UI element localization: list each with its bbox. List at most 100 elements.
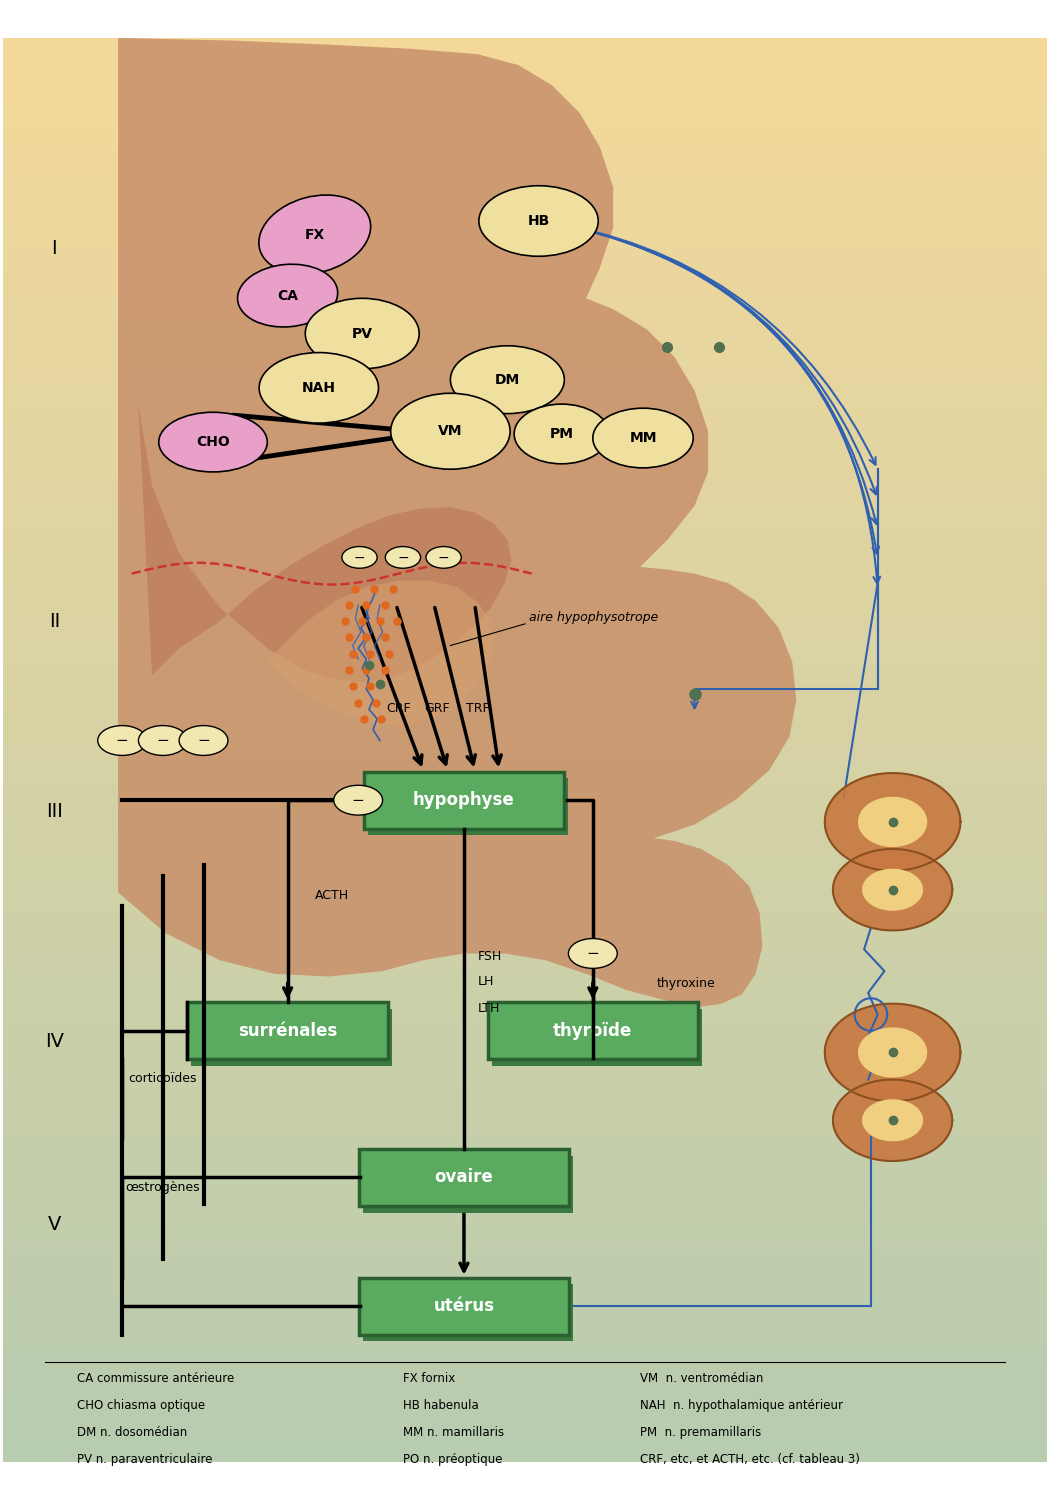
Bar [3, 579, 1047, 584]
Bar [3, 651, 1047, 656]
Bar [3, 375, 1047, 380]
Bar [3, 303, 1047, 309]
Text: −: − [354, 550, 365, 564]
Bar [3, 1059, 1047, 1064]
Text: PM  n. premamillaris: PM n. premamillaris [640, 1426, 761, 1438]
Bar [3, 1362, 1047, 1366]
Bar [3, 645, 1047, 651]
Bar [3, 798, 1047, 802]
Bar [3, 394, 1047, 399]
Text: thyroïde: thyroïde [553, 1022, 632, 1040]
Bar [3, 546, 1047, 550]
Bar [3, 1244, 1047, 1248]
Bar [3, 128, 1047, 134]
Text: −: − [352, 792, 364, 807]
Bar [3, 1044, 1047, 1048]
Bar [3, 1300, 1047, 1305]
Bar [3, 1353, 1047, 1358]
Bar [3, 123, 1047, 128]
Bar [3, 926, 1047, 930]
Text: CHO chiasma optique: CHO chiasma optique [78, 1398, 206, 1411]
Bar [3, 294, 1047, 298]
Bar [3, 66, 1047, 70]
Bar [3, 963, 1047, 969]
Text: PV: PV [352, 327, 373, 340]
Bar [3, 873, 1047, 877]
Bar [3, 118, 1047, 123]
Ellipse shape [306, 298, 419, 369]
Text: PM: PM [549, 427, 573, 441]
Bar [3, 608, 1047, 612]
Bar [3, 930, 1047, 934]
Ellipse shape [479, 186, 598, 256]
Bar [3, 1154, 1047, 1158]
Ellipse shape [568, 939, 617, 969]
Bar [3, 86, 1047, 90]
Bar [3, 1434, 1047, 1438]
Bar [3, 974, 1047, 978]
Bar [3, 38, 1047, 42]
Bar [3, 1438, 1047, 1443]
Bar [3, 1224, 1047, 1230]
Bar [3, 680, 1047, 684]
Bar [3, 598, 1047, 603]
Bar [3, 1210, 1047, 1215]
FancyBboxPatch shape [368, 778, 568, 836]
Bar [3, 1026, 1047, 1030]
Bar [3, 204, 1047, 209]
Bar [3, 1016, 1047, 1020]
Bar [3, 351, 1047, 355]
Bar [3, 688, 1047, 693]
Bar [3, 588, 1047, 594]
Bar [3, 1202, 1047, 1206]
Bar [3, 1112, 1047, 1116]
Bar [3, 1377, 1047, 1382]
Bar [3, 1130, 1047, 1134]
Bar [3, 156, 1047, 162]
Bar [3, 166, 1047, 171]
Bar [3, 821, 1047, 827]
Bar [3, 513, 1047, 517]
Bar [3, 423, 1047, 427]
Bar [3, 982, 1047, 987]
Bar [3, 1134, 1047, 1140]
Text: aire hypophysotrope: aire hypophysotrope [529, 610, 658, 624]
Text: NAH: NAH [301, 381, 336, 394]
Bar [3, 836, 1047, 840]
Bar [3, 48, 1047, 52]
Text: VM  n. ventromédian: VM n. ventromédian [640, 1371, 763, 1384]
Bar [3, 256, 1047, 261]
Polygon shape [863, 870, 923, 910]
Text: LTH: LTH [478, 1002, 500, 1016]
Text: I: I [51, 238, 57, 258]
Bar [3, 1068, 1047, 1072]
Bar [3, 888, 1047, 892]
Bar [3, 754, 1047, 759]
Bar [3, 584, 1047, 588]
Bar [3, 248, 1047, 252]
Ellipse shape [180, 726, 228, 756]
Text: FX: FX [304, 228, 324, 242]
Bar [3, 542, 1047, 546]
Bar [3, 360, 1047, 366]
Bar [3, 987, 1047, 992]
Bar [3, 370, 1047, 375]
Bar [3, 812, 1047, 816]
Bar [3, 1002, 1047, 1007]
Bar [3, 940, 1047, 945]
Bar [3, 1424, 1047, 1430]
Bar [3, 1035, 1047, 1040]
FancyBboxPatch shape [359, 1278, 569, 1335]
Bar [3, 664, 1047, 669]
Bar [3, 712, 1047, 717]
Text: TRF: TRF [466, 702, 489, 715]
Bar [3, 693, 1047, 698]
Text: −: − [438, 550, 449, 564]
Text: MM: MM [629, 430, 656, 445]
Bar [3, 242, 1047, 248]
Bar [3, 1030, 1047, 1035]
Bar [3, 1414, 1047, 1419]
Bar [3, 1316, 1047, 1320]
Bar [3, 1191, 1047, 1197]
Bar [3, 62, 1047, 66]
